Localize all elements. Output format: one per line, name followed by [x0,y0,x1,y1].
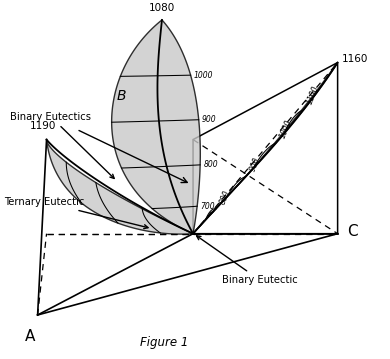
Polygon shape [112,20,200,234]
Text: C: C [347,224,358,239]
Text: 1190: 1190 [30,121,56,131]
Text: 800: 800 [218,188,232,205]
Polygon shape [193,62,338,234]
Text: 1000: 1000 [278,118,293,140]
Text: 800: 800 [203,160,218,169]
Text: 1080: 1080 [149,3,175,13]
Text: B: B [116,89,126,103]
Text: 1000: 1000 [194,71,213,80]
Polygon shape [46,140,193,234]
Text: 700: 700 [200,202,215,211]
Text: 1160: 1160 [342,54,369,64]
Text: Ternary Eutectic: Ternary Eutectic [5,197,148,229]
Text: A: A [25,329,35,344]
Text: Binary Eutectic: Binary Eutectic [197,236,298,285]
Text: Binary Eutectics: Binary Eutectics [11,112,114,178]
Text: 900: 900 [202,115,216,124]
Text: Figure 1: Figure 1 [140,336,188,349]
Polygon shape [193,62,338,234]
Text: 1100: 1100 [306,85,321,106]
Text: 900: 900 [248,156,262,173]
